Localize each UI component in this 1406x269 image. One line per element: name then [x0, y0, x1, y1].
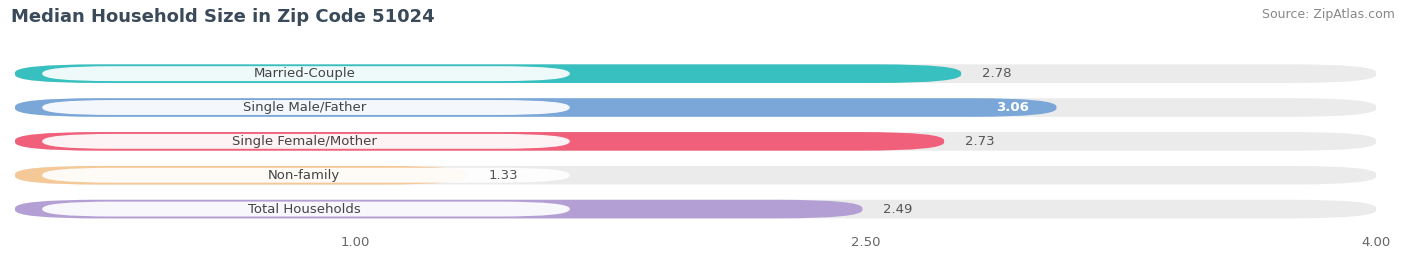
Text: Total Households: Total Households: [247, 203, 361, 215]
FancyBboxPatch shape: [15, 132, 945, 151]
FancyBboxPatch shape: [15, 200, 862, 218]
Text: Single Female/Mother: Single Female/Mother: [232, 135, 377, 148]
Text: Married-Couple: Married-Couple: [253, 67, 356, 80]
Text: 1.33: 1.33: [488, 169, 517, 182]
FancyBboxPatch shape: [15, 200, 1376, 218]
Text: 2.78: 2.78: [981, 67, 1011, 80]
FancyBboxPatch shape: [42, 202, 569, 217]
FancyBboxPatch shape: [15, 132, 1376, 151]
FancyBboxPatch shape: [42, 134, 569, 149]
Text: Source: ZipAtlas.com: Source: ZipAtlas.com: [1261, 8, 1395, 21]
Text: Median Household Size in Zip Code 51024: Median Household Size in Zip Code 51024: [11, 8, 434, 26]
FancyBboxPatch shape: [42, 66, 569, 81]
FancyBboxPatch shape: [15, 98, 1056, 117]
Text: 2.73: 2.73: [965, 135, 994, 148]
FancyBboxPatch shape: [42, 100, 569, 115]
FancyBboxPatch shape: [15, 166, 468, 185]
Text: 3.06: 3.06: [997, 101, 1029, 114]
FancyBboxPatch shape: [15, 98, 1376, 117]
FancyBboxPatch shape: [42, 168, 569, 183]
FancyBboxPatch shape: [15, 64, 962, 83]
Text: Non-family: Non-family: [269, 169, 340, 182]
Text: Single Male/Father: Single Male/Father: [243, 101, 366, 114]
FancyBboxPatch shape: [15, 166, 1376, 185]
Text: 2.49: 2.49: [883, 203, 912, 215]
FancyBboxPatch shape: [15, 64, 1376, 83]
